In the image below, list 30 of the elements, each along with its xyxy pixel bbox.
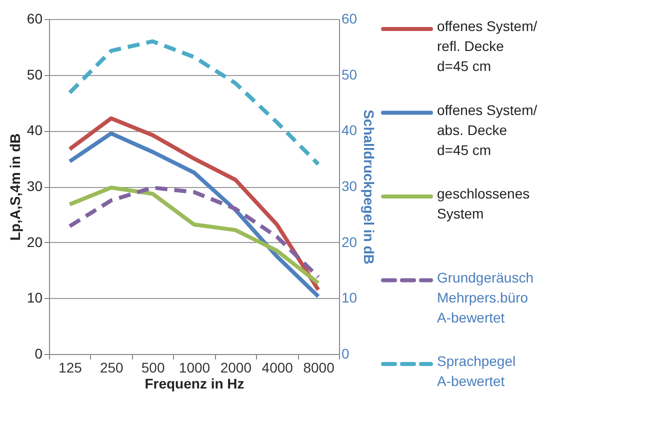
legend-label: geschlossenes System [437, 186, 530, 222]
x-tick-label: 250 [100, 360, 124, 376]
y-tick-label: 50 [26, 66, 43, 82]
y-tick-label: 30 [26, 178, 43, 194]
x-tick-label: 8000 [303, 360, 335, 376]
x-tick-label: 2000 [220, 360, 252, 376]
y2-tick-label: 20 [342, 234, 358, 250]
y-tick-label: 40 [26, 122, 43, 138]
y2-tick-label: 40 [342, 122, 358, 138]
y2-axis-title: Schalldruckpegel in dB [361, 110, 378, 264]
legend-label: offenes System/ refl. Decke d=45 cm [437, 18, 538, 74]
x-tick-label: 500 [141, 360, 165, 376]
line-series [68, 39, 320, 166]
legend-label: Sprachpegel A-bewertet [437, 353, 516, 389]
x-tick-label: 125 [58, 360, 82, 376]
y2-tick-label: 10 [342, 290, 358, 306]
x-tick-label: 1000 [178, 360, 210, 376]
y2-tick-label: 60 [342, 10, 358, 26]
y-tick-label: 60 [26, 10, 43, 26]
legend-label: offenes System/ abs. Decke d=45 cm [437, 102, 538, 158]
y2-tick-label: 50 [342, 66, 358, 82]
y-tick-label: 10 [26, 290, 43, 306]
y2-tick-label: 30 [342, 178, 358, 194]
x-tick-label: 4000 [262, 360, 294, 376]
y2-tick-label: 0 [342, 346, 350, 362]
x-axis-title: Frequenz in Hz [144, 376, 244, 392]
y-tick-label: 20 [26, 234, 43, 250]
y-axis-title: Lp,A,S,4m in dB [6, 133, 23, 241]
legend-label: Grundgeräusch Mehrpers.büro A-bewertet [437, 269, 534, 326]
y-tick-label: 0 [34, 346, 43, 362]
